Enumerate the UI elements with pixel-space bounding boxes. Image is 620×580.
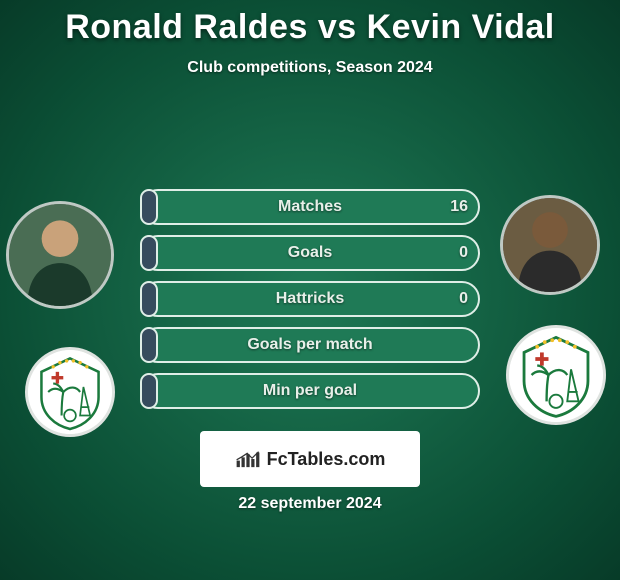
stat-row: Min per goal: [140, 373, 480, 409]
stat-bar-right: [140, 373, 480, 409]
stat-bar-left: [140, 281, 158, 317]
stat-bar-right: [140, 189, 480, 225]
stat-bar-right: [140, 235, 480, 271]
date-label: 22 september 2024: [0, 495, 620, 513]
page-subtitle: Club competitions, Season 2024: [0, 59, 620, 77]
brand-badge: FcTables.com: [200, 431, 420, 487]
stat-row: Goals0: [140, 235, 480, 271]
stat-bar-right: [140, 327, 480, 363]
stat-bar-left: [140, 235, 158, 271]
brand-label: FcTables.com: [267, 449, 386, 470]
bars-icon: [235, 448, 261, 470]
stat-bar-left: [140, 373, 158, 409]
club-left-crest: [25, 347, 115, 437]
crest-icon: [28, 350, 112, 434]
comparison-stage: Matches16 Goals0 Hattricks0 Goals per match…: [0, 77, 620, 557]
page-title: Ronald Raldes vs Kevin Vidal: [0, 0, 620, 47]
stat-row: Matches16: [140, 189, 480, 225]
person-icon: [503, 198, 597, 292]
crest-icon: [509, 328, 603, 422]
stat-bar-right: [140, 281, 480, 317]
stat-row: Hattricks0: [140, 281, 480, 317]
stat-row: Goals per match: [140, 327, 480, 363]
player-left-avatar: [6, 201, 114, 309]
player-right-avatar: [500, 195, 600, 295]
person-icon: [9, 204, 111, 306]
stat-bar-left: [140, 327, 158, 363]
club-right-crest: [506, 325, 606, 425]
stat-bar-left: [140, 189, 158, 225]
stat-bars: Matches16 Goals0 Hattricks0 Goals per match…: [140, 189, 480, 419]
